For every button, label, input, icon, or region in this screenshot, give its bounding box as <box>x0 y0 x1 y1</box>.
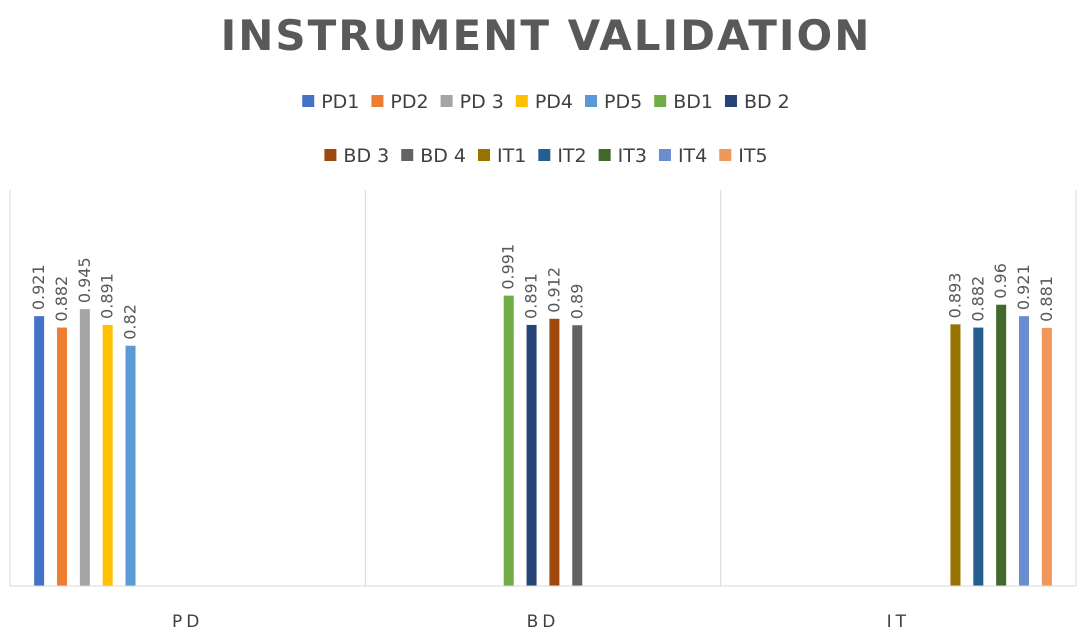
bar-it1-it <box>950 324 961 586</box>
bar-it4-it <box>1019 316 1030 586</box>
category-label: PD <box>172 612 203 632</box>
bar-bd2-bd <box>526 324 537 586</box>
category-label: BD <box>527 612 560 632</box>
legend-label: PD5 <box>604 91 642 113</box>
bar-pd1-pd <box>34 316 45 586</box>
legend-label: PD4 <box>535 91 573 113</box>
legend-label: BD1 <box>673 91 713 113</box>
legend-swatch <box>585 95 598 107</box>
data-label: 0.921 <box>29 264 48 310</box>
legend-label: PD1 <box>321 91 359 113</box>
bar-bd1-bd <box>503 295 514 586</box>
legend-swatch <box>371 95 384 107</box>
bar-it5-it <box>1041 327 1052 586</box>
data-label: 0.89 <box>567 284 586 320</box>
data-label: 0.891 <box>98 273 117 319</box>
chart-title: INSTRUMENT VALIDATION <box>221 11 872 60</box>
legend-swatch <box>724 95 737 107</box>
legend-label: IT2 <box>557 145 586 167</box>
data-label: 0.991 <box>499 244 518 290</box>
bar-it2-it <box>973 327 984 586</box>
data-label: 0.882 <box>968 276 987 322</box>
bar-bd4-bd <box>572 325 583 586</box>
legend-label: IT1 <box>497 145 526 167</box>
legend-swatch <box>478 149 491 161</box>
bar-pd5-pd <box>125 345 136 586</box>
category-labels: PD BD IT <box>172 612 910 632</box>
legend-swatch <box>401 149 414 161</box>
category-dividers <box>9 190 1077 586</box>
bar-bd3-bd <box>549 318 560 586</box>
legend-swatch <box>538 149 551 161</box>
bar-pd2-pd <box>56 327 67 586</box>
legend-label: IT4 <box>678 145 707 167</box>
legend-swatch <box>324 149 337 161</box>
data-label: 0.945 <box>75 257 94 303</box>
legend-label: BD 4 <box>420 145 466 167</box>
data-label: 0.882 <box>52 276 71 322</box>
legend-swatch <box>719 149 732 161</box>
category-label: IT <box>887 612 910 632</box>
legend-swatch <box>654 95 667 107</box>
bar-pd4-pd <box>102 324 113 586</box>
legend-label: PD 3 <box>460 91 504 113</box>
legend-swatch <box>302 95 315 107</box>
legend-swatch <box>658 149 671 161</box>
legend-swatch <box>440 95 453 107</box>
data-label: 0.893 <box>945 273 964 319</box>
legend-label: IT5 <box>738 145 767 167</box>
legend-label: BD 2 <box>744 91 790 113</box>
data-label: 0.921 <box>1014 264 1033 310</box>
data-label: 0.96 <box>991 263 1010 299</box>
data-label: 0.912 <box>544 267 563 313</box>
bar-pd3-pd <box>79 309 90 586</box>
legend-label: IT3 <box>618 145 647 167</box>
bar-it3-it <box>996 304 1007 586</box>
legend: PD1 PD2 PD 3 PD4 PD5 BD1 BD 2 BD 3 BD 4 IT1 IT2 IT3… <box>302 91 790 167</box>
bars <box>34 295 1052 586</box>
legend-label: PD2 <box>390 91 428 113</box>
legend-swatch <box>598 149 611 161</box>
legend-label: BD 3 <box>343 145 389 167</box>
data-label: 0.881 <box>1037 276 1056 322</box>
data-label: 0.891 <box>522 273 541 319</box>
data-label: 0.82 <box>121 304 140 340</box>
legend-swatch <box>515 95 528 107</box>
